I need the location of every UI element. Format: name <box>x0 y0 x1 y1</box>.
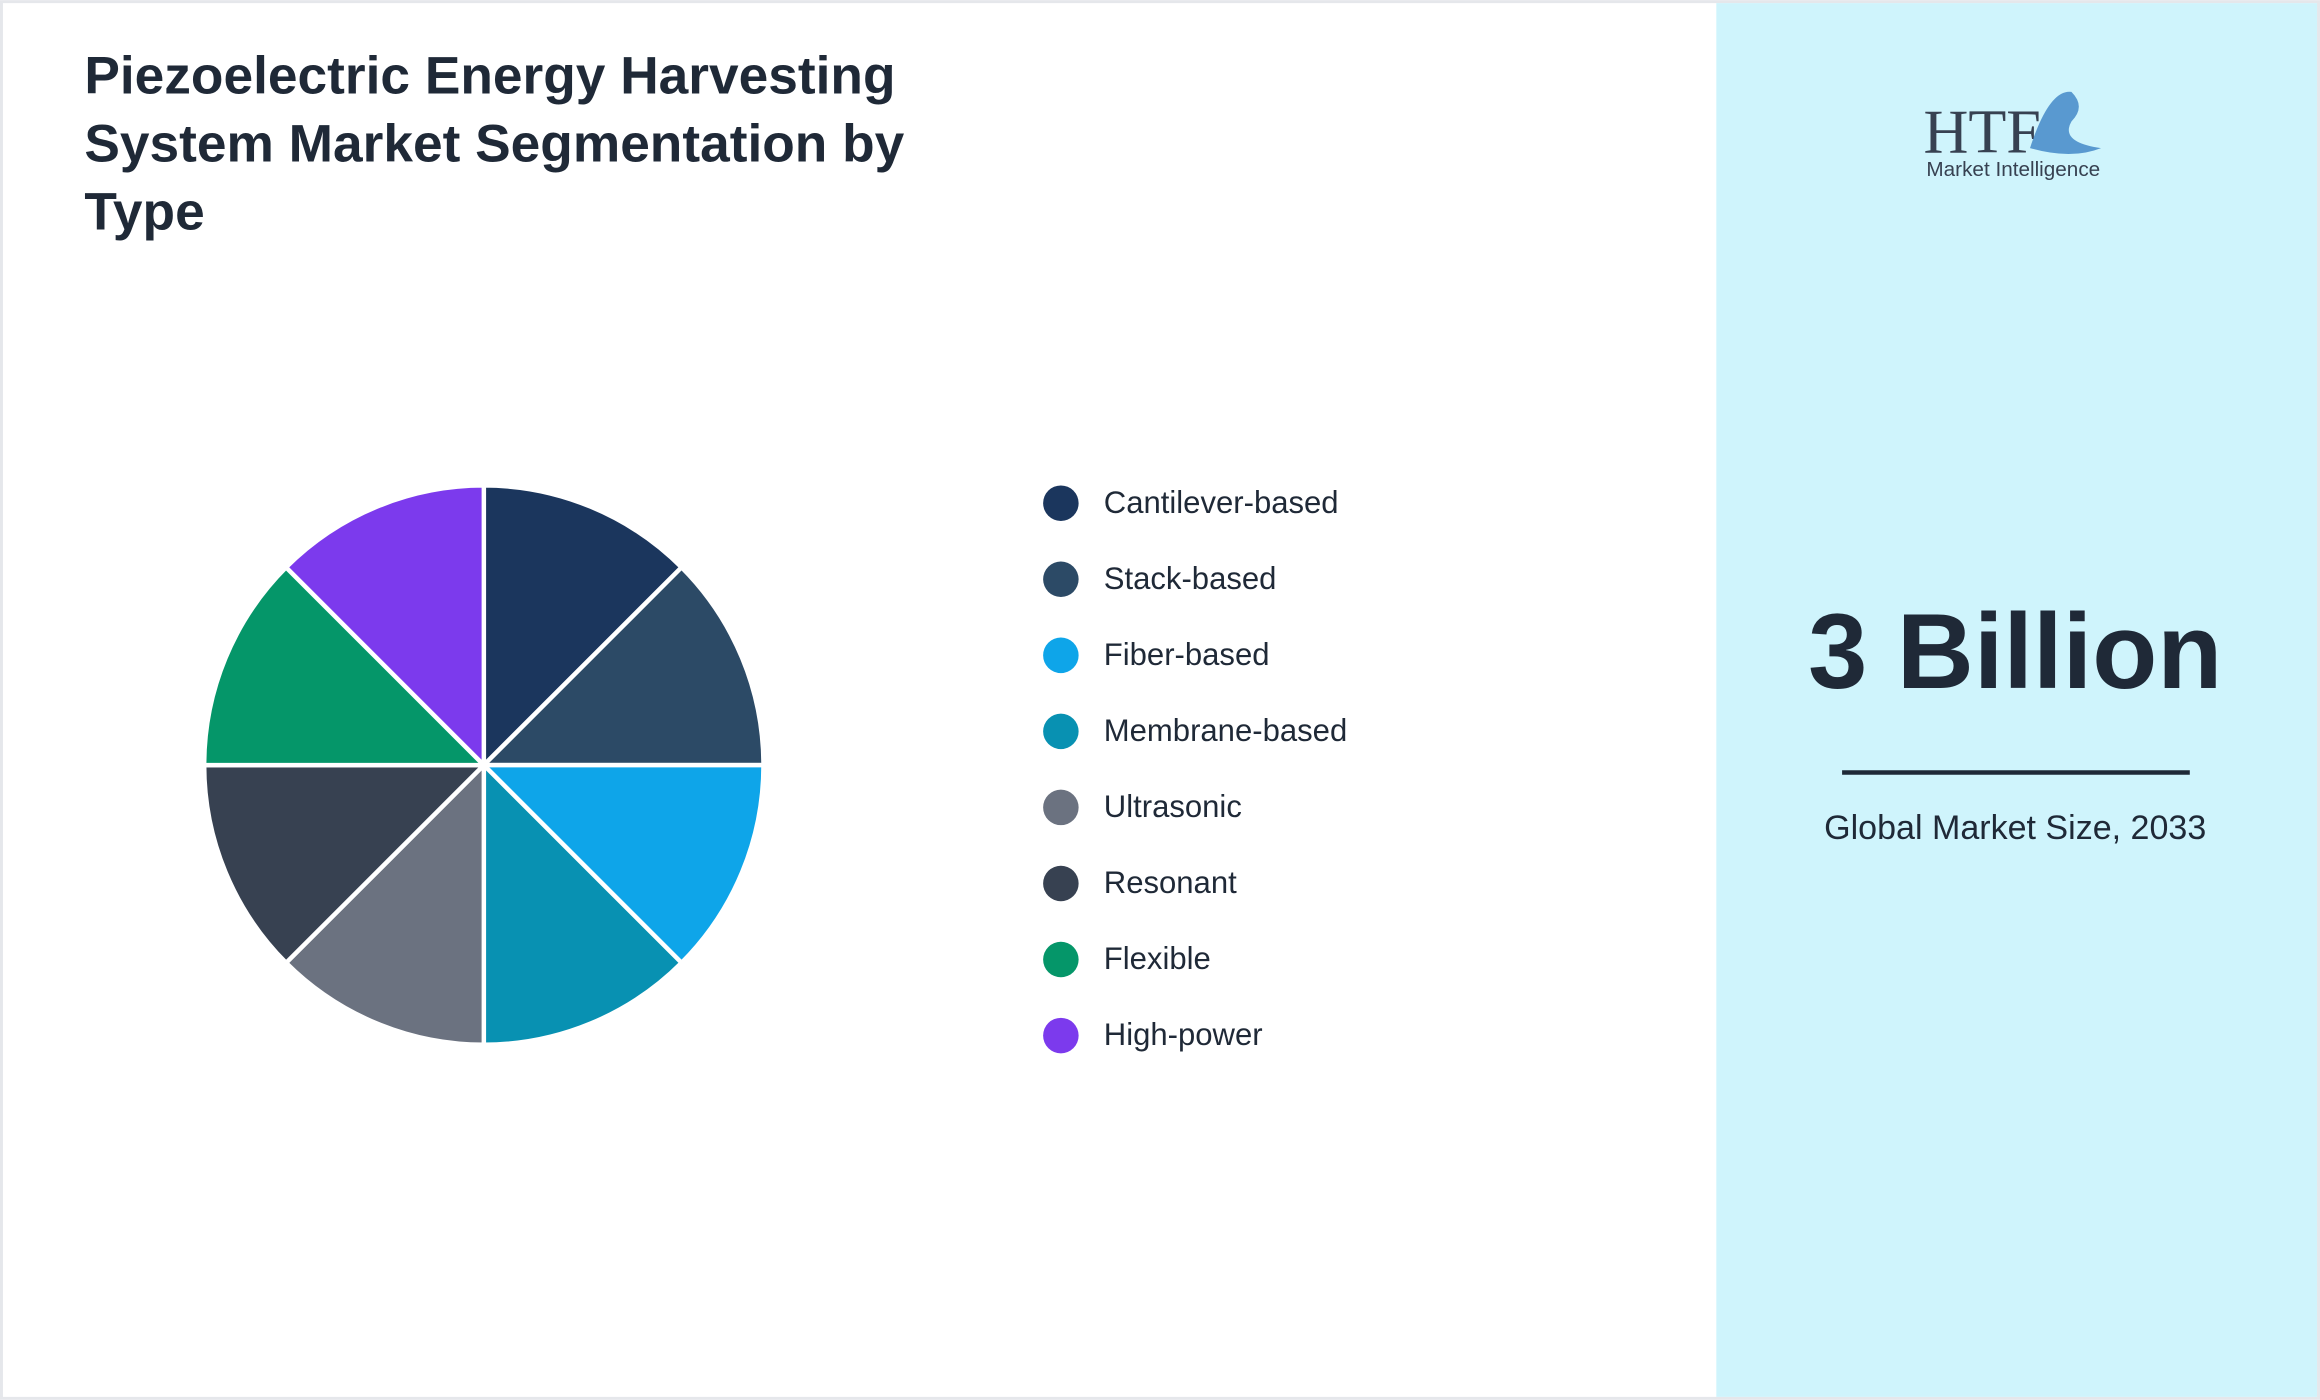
legend-swatch <box>1043 713 1079 750</box>
pie-slice <box>481 759 685 1047</box>
logo: HTF Market Intelligence <box>1923 91 2102 181</box>
legend-label: Cantilever-based <box>1104 485 1339 520</box>
legend-swatch <box>1043 789 1079 826</box>
legend-swatch <box>1043 941 1079 978</box>
legend-swatch <box>1043 485 1079 521</box>
pie-slice <box>481 483 685 771</box>
legend-label: Stack-based <box>1104 561 1277 596</box>
chart-title: Piezoelectric Energy Harvesting System M… <box>84 44 905 242</box>
legend-swatch <box>1043 637 1079 674</box>
logo-subtext: Market Intelligence <box>1926 158 2100 181</box>
legend-label: Fiber-based <box>1104 637 1270 672</box>
side-panel <box>1716 3 2318 1397</box>
legend-label: Ultrasonic <box>1104 789 1242 824</box>
logo-icon <box>2030 91 2102 155</box>
legend-swatch <box>1043 1017 1079 1054</box>
stat-value: 3 Billion <box>1808 592 2222 711</box>
pie-slice <box>201 564 490 768</box>
pie-slice <box>282 759 487 1047</box>
legend-swatch <box>1043 865 1079 902</box>
stat-label: Global Market Size, 2033 <box>1824 808 2207 847</box>
pie-slice <box>201 762 490 966</box>
title-box: Piezoelectric Energy Harvesting System M… <box>84 44 905 242</box>
pie-slice <box>282 483 487 771</box>
legend-label: High-power <box>1104 1017 1263 1052</box>
legend-label: Resonant <box>1104 865 1237 900</box>
legend-label: Flexible <box>1104 941 1211 976</box>
logo-text: HTF <box>1923 99 2040 167</box>
stat-label-box: Global Market Size, 2033 <box>1824 808 2207 847</box>
pie-slice <box>478 762 766 966</box>
legend-swatch <box>1043 561 1079 598</box>
pie-slice <box>478 564 766 768</box>
legend-label: Membrane-based <box>1104 713 1347 748</box>
